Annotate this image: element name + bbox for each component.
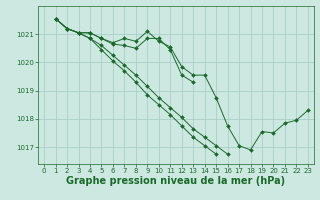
X-axis label: Graphe pression niveau de la mer (hPa): Graphe pression niveau de la mer (hPa) xyxy=(67,176,285,186)
